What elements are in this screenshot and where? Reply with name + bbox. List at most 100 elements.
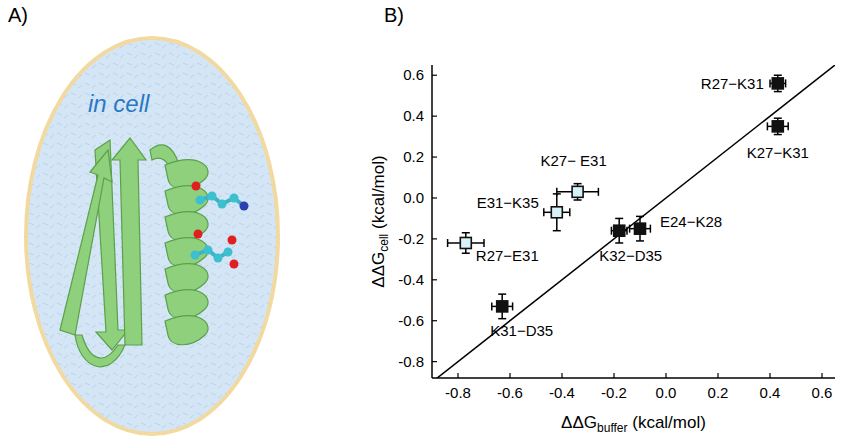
y-tick xyxy=(432,116,437,117)
y-error-cap xyxy=(553,230,561,232)
x-tick xyxy=(457,373,458,378)
diagonal xyxy=(432,65,835,378)
x-error-cap xyxy=(598,188,600,196)
x-error-cap xyxy=(785,79,787,87)
loop xyxy=(75,335,125,367)
helix-turn xyxy=(165,186,208,215)
atom xyxy=(230,194,239,203)
x-tick xyxy=(717,373,718,378)
point-label: R27−E31 xyxy=(476,247,539,264)
point xyxy=(551,207,562,218)
axis-title-unit: (kcal/mol) xyxy=(369,155,388,233)
atom xyxy=(192,182,201,191)
point-labels: R27−K31K27−K31K27− E31E31−K35R27−E31K32−… xyxy=(476,75,809,339)
strand xyxy=(60,150,112,335)
point xyxy=(772,78,783,89)
y-error-cap xyxy=(553,193,561,195)
point-label: R27−K31 xyxy=(701,75,764,92)
y-error-cap xyxy=(498,318,506,320)
x-error-cap xyxy=(512,302,514,310)
y-tick xyxy=(432,75,437,76)
point-label: E31−K35 xyxy=(477,194,539,211)
x-error-cap xyxy=(543,208,545,216)
x-error-cap xyxy=(767,122,769,130)
y-error-cap xyxy=(615,242,623,244)
x-tick-label: 0.4 xyxy=(760,384,781,401)
x-axis xyxy=(432,377,835,379)
point-label: K27−K31 xyxy=(747,144,809,161)
atom xyxy=(228,236,237,245)
y-error-cap xyxy=(462,252,470,254)
atom xyxy=(214,254,223,263)
atom xyxy=(230,260,239,269)
y-error-cap xyxy=(774,91,782,93)
point-label: K27− E31 xyxy=(540,152,606,169)
x-error-cap xyxy=(787,122,789,130)
x-error-cap xyxy=(626,227,628,235)
y-tick-label: 0.6 xyxy=(403,66,424,83)
point-label: E24−K28 xyxy=(660,213,722,230)
point xyxy=(497,301,508,312)
plot-area xyxy=(432,65,835,378)
atom xyxy=(218,200,227,209)
atom xyxy=(204,246,213,255)
x-error-cap xyxy=(769,79,771,87)
axis-title-main: ΔΔG xyxy=(561,413,597,432)
y-error-cap xyxy=(636,240,644,242)
x-tick xyxy=(613,373,614,378)
helix-turn xyxy=(165,316,208,345)
y-tick xyxy=(432,238,437,239)
x-tick-label: 0.2 xyxy=(708,384,729,401)
y-error-cap xyxy=(498,293,506,295)
atom xyxy=(194,230,203,239)
x-error-cap xyxy=(629,225,631,233)
point-label: K31−D35 xyxy=(490,322,553,339)
cell xyxy=(26,38,278,434)
y-tick-label: -0.8 xyxy=(398,353,424,370)
point xyxy=(614,225,625,236)
helix-turn xyxy=(165,212,208,241)
x-tick xyxy=(769,373,770,378)
x-tick xyxy=(509,373,510,378)
y-axis-title: ΔΔGcell (kcal/mol) xyxy=(369,155,391,287)
figure: A)B)in cell-0.8-0.6-0.4-0.20.00.20.40.6-… xyxy=(0,0,850,440)
y-tick-label: -0.4 xyxy=(398,271,424,288)
point xyxy=(635,223,646,234)
point xyxy=(460,237,471,248)
x-error-cap xyxy=(491,302,493,310)
x-tick-label: -0.2 xyxy=(601,384,627,401)
x-tick-label: -0.8 xyxy=(445,384,471,401)
panel-label: B) xyxy=(384,4,404,26)
x-tick-label: -0.4 xyxy=(549,384,575,401)
axis-title-main: ΔΔG xyxy=(369,252,388,288)
panel-label: A) xyxy=(8,4,28,26)
y-error-cap xyxy=(615,218,623,220)
y-tick-label: 0.2 xyxy=(403,148,424,165)
y-error-cap xyxy=(574,183,582,185)
y-tick-label: 0.4 xyxy=(403,107,424,124)
y-error-cap xyxy=(774,74,782,76)
point xyxy=(572,186,583,197)
x-tick xyxy=(821,373,822,378)
x-error-cap xyxy=(569,208,571,216)
atom xyxy=(240,202,249,211)
y-tick xyxy=(432,279,437,280)
point xyxy=(772,121,783,132)
x-error-cap xyxy=(650,225,652,233)
x-error-cap xyxy=(483,239,485,247)
atom xyxy=(191,251,200,260)
x-tick-label: 0.6 xyxy=(812,384,833,401)
y-error-cap xyxy=(774,134,782,136)
axis-title-sub: buffer xyxy=(597,421,627,435)
axis-title-unit: (kcal/mol) xyxy=(628,413,706,432)
strand xyxy=(112,138,146,345)
y-axis xyxy=(431,65,433,378)
y-error-cap xyxy=(574,199,582,201)
y-tick-label: -0.2 xyxy=(398,230,424,247)
helix-turn xyxy=(165,160,208,189)
atom xyxy=(208,192,217,201)
y-error-cap xyxy=(774,117,782,119)
x-tick-label: -0.6 xyxy=(497,384,523,401)
helix-turn xyxy=(165,264,208,293)
protein xyxy=(60,138,208,367)
